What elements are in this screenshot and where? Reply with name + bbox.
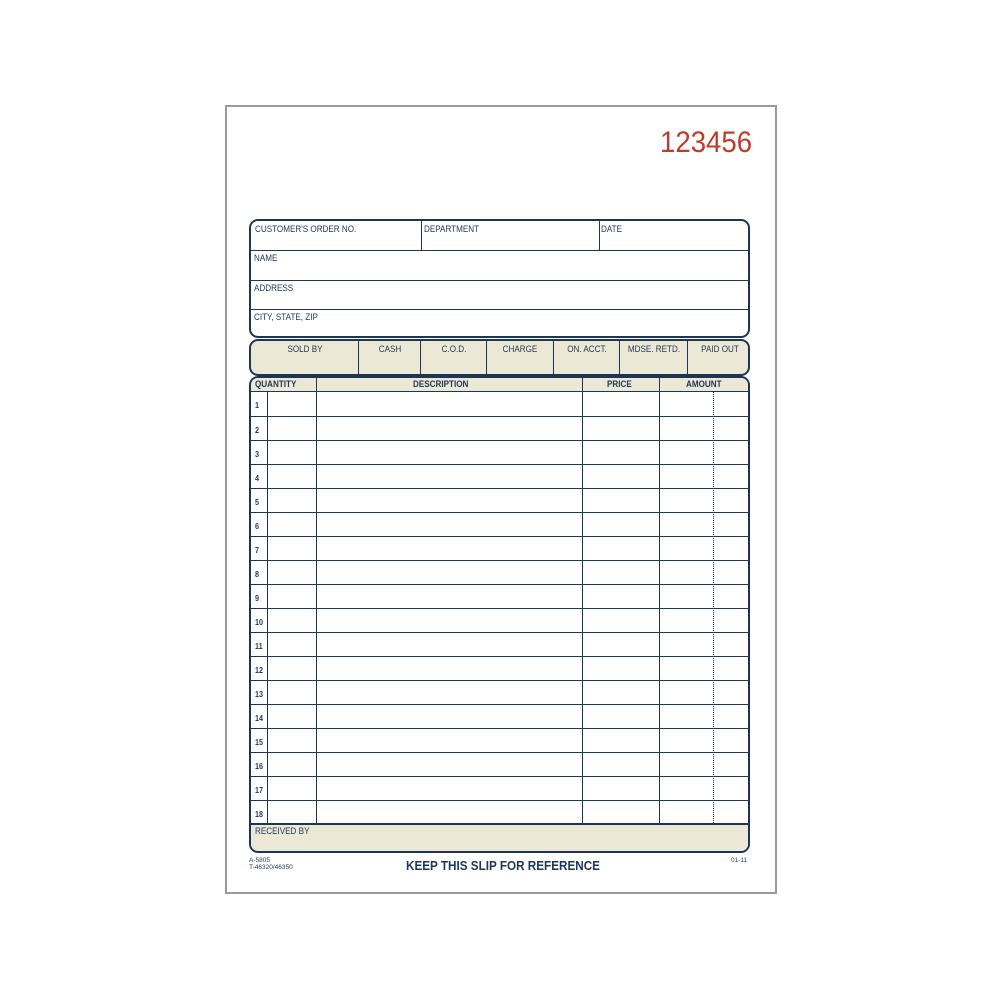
payment-option-label: SOLD BY	[286, 344, 323, 354]
table-row[interactable]: 13	[251, 680, 748, 704]
table-row[interactable]: 12	[251, 656, 748, 680]
line-number: 16	[255, 762, 264, 771]
table-row[interactable]: 7	[251, 536, 748, 560]
table-row[interactable]: 1	[251, 392, 748, 416]
table-row[interactable]: 18	[251, 800, 748, 824]
form-code-1: A-5805	[249, 857, 270, 864]
line-number: 6	[255, 522, 260, 531]
city-state-zip-field[interactable]: CITY, STATE, ZIP	[254, 312, 318, 322]
line-number: 13	[255, 690, 264, 699]
table-row[interactable]: 17	[251, 776, 748, 800]
line-number: 12	[255, 666, 264, 675]
payment-option-5[interactable]: MDSE. RETD.	[619, 341, 687, 374]
line-number: 11	[255, 642, 263, 651]
order-no-field[interactable]: CUSTOMER'S ORDER NO.	[255, 224, 357, 234]
payment-option-0[interactable]: SOLD BY	[251, 341, 358, 374]
line-number: 17	[255, 786, 264, 795]
payment-option-label: C.O.D.	[441, 344, 466, 354]
table-row[interactable]: 6	[251, 512, 748, 536]
table-row[interactable]: 15	[251, 728, 748, 752]
received-by-field[interactable]: RECEIVED BY	[255, 826, 310, 836]
payment-option-label: CHARGE	[502, 344, 538, 354]
table-row[interactable]: 8	[251, 560, 748, 584]
table-row[interactable]: 14	[251, 704, 748, 728]
footer-message: KEEP THIS SLIP FOR REFERENCE	[406, 858, 600, 873]
payment-option-3[interactable]: CHARGE	[486, 341, 553, 374]
line-number: 5	[255, 498, 260, 507]
table-row[interactable]: 10	[251, 608, 748, 632]
customer-info-box: CUSTOMER'S ORDER NO. DEPARTMENT DATE NAM…	[249, 219, 750, 338]
table-row[interactable]: 9	[251, 584, 748, 608]
payment-option-1[interactable]: CASH	[358, 341, 420, 374]
table-row[interactable]: 16	[251, 752, 748, 776]
description-header: DESCRIPTION	[413, 379, 469, 389]
line-number: 1	[255, 401, 260, 410]
line-number: 10	[255, 618, 264, 627]
line-number: 9	[255, 594, 260, 603]
quantity-header: QUANTITY	[255, 379, 297, 389]
form-code: A-5805 T-46320/46350	[249, 857, 293, 871]
payment-option-label: PAID OUT	[701, 344, 739, 354]
line-number: 3	[255, 450, 260, 459]
slip-number: 123456	[660, 126, 753, 159]
address-field[interactable]: ADDRESS	[254, 283, 294, 293]
line-number: 2	[255, 426, 260, 435]
line-number: 14	[255, 714, 264, 723]
payment-option-label: CASH	[378, 344, 401, 354]
table-row[interactable]: 11	[251, 632, 748, 656]
payment-option-4[interactable]: ON. ACCT.	[553, 341, 619, 374]
table-row[interactable]: 4	[251, 464, 748, 488]
table-row[interactable]: 3	[251, 440, 748, 464]
table-row[interactable]: 5	[251, 488, 748, 512]
table-row[interactable]: 2	[251, 416, 748, 440]
payment-type-box: SOLD BY CASH C.O.D. CHARGE ON. ACCT. MDSE. RE…	[249, 339, 750, 376]
sales-slip-page	[225, 105, 777, 894]
form-code-2: T-46320/46350	[249, 864, 293, 871]
price-header: PRICE	[607, 379, 632, 389]
amount-header: AMOUNT	[686, 379, 722, 389]
line-number: 4	[255, 474, 260, 483]
revision-code: 01-11	[731, 857, 748, 864]
department-field[interactable]: DEPARTMENT	[424, 224, 480, 234]
items-table: RECEIVED BY QUANTITY DESCRIPTION PRICE AMOU…	[249, 376, 750, 853]
line-number: 7	[255, 546, 260, 555]
payment-option-label: MDSE. RETD.	[627, 344, 680, 354]
payment-option-6[interactable]: PAID OUT	[687, 341, 748, 374]
payment-option-2[interactable]: C.O.D.	[420, 341, 486, 374]
line-number: 18	[255, 810, 264, 819]
line-number: 15	[255, 738, 264, 747]
date-field[interactable]: DATE	[601, 224, 623, 234]
line-number: 8	[255, 570, 260, 579]
name-field[interactable]: NAME	[254, 253, 278, 263]
payment-option-label: ON. ACCT.	[566, 344, 607, 354]
